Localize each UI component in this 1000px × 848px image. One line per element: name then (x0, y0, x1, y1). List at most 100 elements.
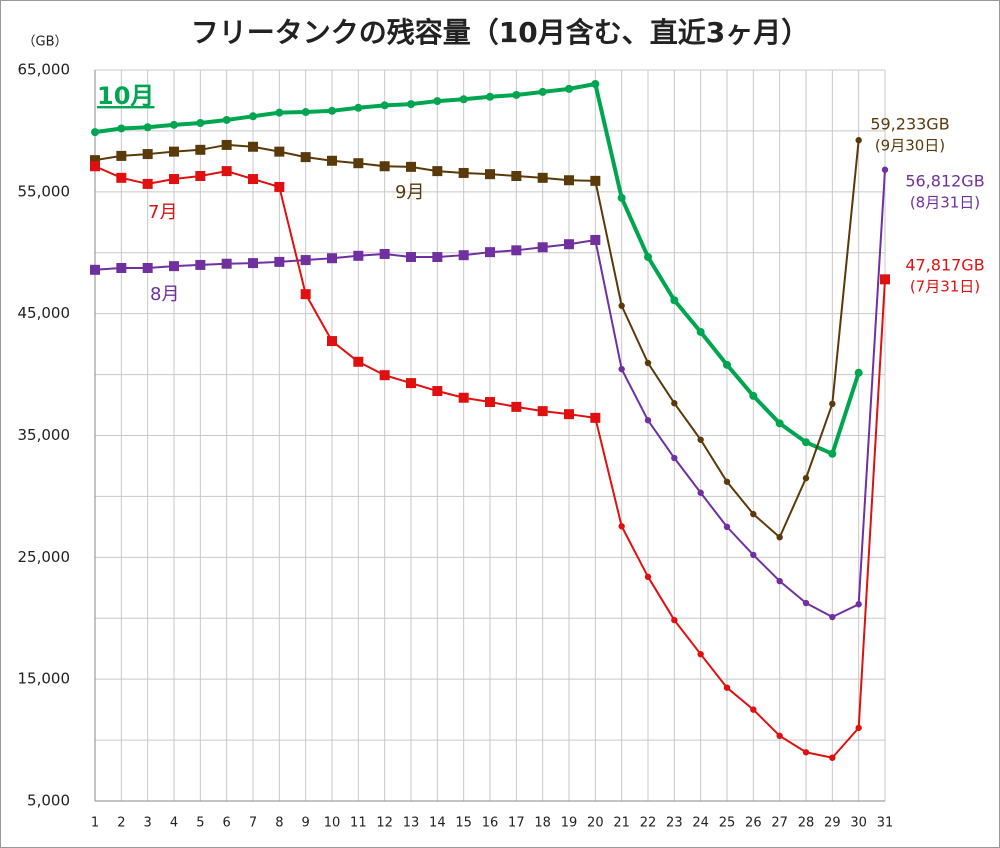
marker (776, 577, 783, 585)
y-tick-label: 25,000 (18, 548, 71, 566)
marker (354, 103, 363, 112)
marker (116, 172, 127, 183)
x-tick-label: 25 (719, 816, 736, 831)
marker (776, 732, 783, 740)
x-tick-label: 27 (771, 816, 788, 831)
x-tick-label: 6 (223, 816, 231, 831)
marker (432, 252, 443, 263)
marker (90, 264, 100, 275)
marker (117, 124, 126, 133)
value-label: 56,812GB (905, 172, 984, 191)
series-line (94, 82, 861, 456)
x-tick-label: 18 (534, 816, 551, 831)
marker (854, 368, 863, 377)
marker (274, 181, 285, 192)
marker (670, 296, 679, 305)
y-tick-label: 65,000 (18, 61, 71, 79)
marker (458, 167, 469, 178)
x-tick-label: 29 (824, 816, 841, 831)
marker (511, 170, 522, 181)
marker (169, 261, 179, 272)
y-tick-label: 55,000 (18, 182, 71, 200)
marker (327, 253, 337, 264)
series-label: 10月 (97, 82, 154, 110)
x-tick-label: 30 (850, 816, 867, 831)
marker (671, 616, 678, 624)
value-note: (9月30日) (875, 137, 945, 155)
marker (221, 258, 232, 269)
marker (274, 256, 285, 267)
marker (91, 128, 99, 137)
x-tick-label: 31 (877, 816, 894, 831)
marker (143, 123, 152, 132)
marker (723, 684, 731, 691)
marker (618, 302, 625, 309)
x-tick-label: 11 (350, 816, 367, 831)
marker (802, 749, 810, 756)
marker (644, 359, 652, 367)
x-tick-label: 28 (798, 816, 815, 831)
marker (618, 523, 625, 530)
marker (353, 250, 364, 261)
marker (300, 152, 311, 163)
x-tick-label: 2 (117, 816, 125, 831)
x-tick-label: 20 (587, 816, 604, 831)
marker (776, 534, 783, 541)
marker (142, 149, 153, 160)
x-tick-label: 7 (249, 816, 257, 831)
marker (221, 166, 232, 177)
marker (328, 106, 336, 115)
marker (564, 239, 574, 250)
marker (222, 115, 231, 124)
marker (274, 146, 285, 157)
series-label: 9月 (395, 182, 424, 203)
series-label: 8月 (150, 284, 179, 305)
marker (750, 551, 757, 559)
marker (723, 478, 731, 485)
marker (671, 400, 678, 407)
y-tick-label: 45,000 (18, 304, 71, 322)
marker (538, 87, 547, 96)
marker (723, 523, 731, 531)
chart-title: フリータンクの残容量（10月含む、直近3ヶ月） (191, 16, 809, 49)
marker (407, 100, 415, 109)
x-tick-label: 12 (376, 816, 393, 831)
marker (433, 97, 442, 106)
marker (458, 392, 469, 403)
marker (644, 573, 652, 581)
marker (380, 101, 389, 110)
marker (459, 95, 468, 104)
marker (432, 386, 443, 397)
marker (750, 706, 757, 713)
marker (617, 193, 626, 202)
marker (697, 650, 704, 658)
marker (697, 436, 704, 443)
y-tick-label: 5,000 (27, 792, 70, 810)
series-label: 7月 (148, 202, 177, 223)
marker (248, 141, 258, 152)
marker (775, 419, 784, 428)
x-tick-label: 5 (196, 816, 204, 831)
x-tick-label: 26 (745, 816, 762, 831)
marker (353, 356, 364, 367)
x-tick-label: 17 (508, 816, 525, 831)
marker (379, 248, 390, 259)
marker (142, 178, 153, 189)
marker (248, 258, 258, 269)
marker (511, 401, 522, 412)
marker (301, 108, 310, 117)
marker (802, 438, 810, 447)
x-tick-label: 16 (482, 816, 499, 831)
marker (829, 754, 836, 761)
marker (90, 161, 100, 172)
marker (802, 474, 810, 482)
marker (591, 80, 600, 89)
marker (406, 252, 416, 263)
marker (750, 510, 757, 518)
x-tick-label: 9 (302, 816, 310, 831)
x-tick-label: 4 (170, 816, 178, 831)
marker (590, 175, 601, 186)
